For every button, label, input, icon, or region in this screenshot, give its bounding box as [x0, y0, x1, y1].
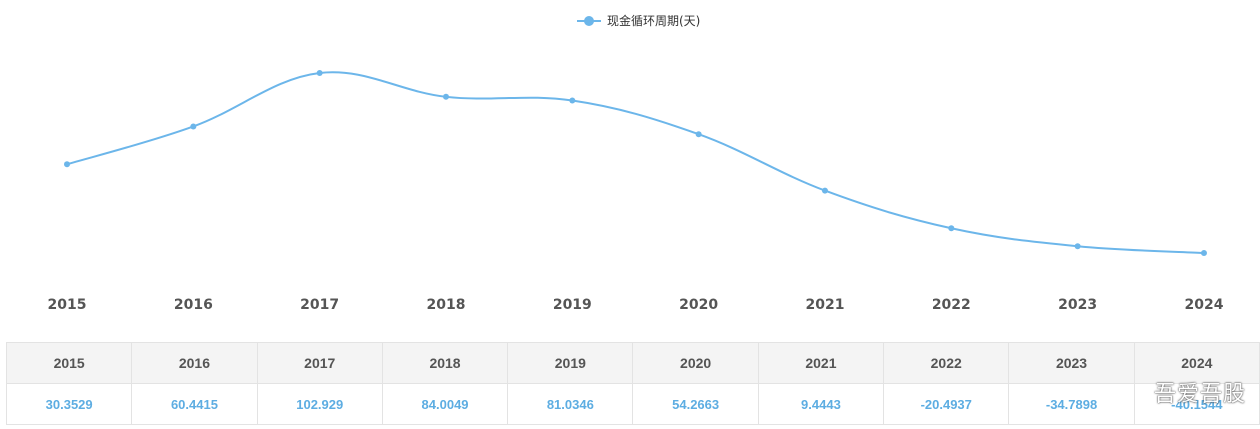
x-tick-label: 2018 — [427, 297, 466, 313]
x-tick-label: 2024 — [1184, 297, 1223, 313]
x-axis-labels: 2015 2016 2017 2018 2019 2020 2021 2022 2023 2024 — [48, 297, 1224, 313]
data-point-2024[interactable] — [1200, 250, 1207, 256]
table-header-cell: 2020 — [632, 342, 759, 384]
table-cell: 84.0049 — [381, 383, 509, 425]
x-tick-label: 2015 — [48, 297, 87, 313]
data-point-2015[interactable] — [64, 161, 70, 168]
table-header-row: 2015 2016 2017 2018 2019 2020 2021 2022 2023 2024 — [5, 342, 1260, 384]
table-header-cell: 2023 — [1008, 342, 1135, 384]
data-points — [64, 70, 1207, 256]
table-header-cell: 2017 — [256, 342, 383, 384]
table-cell: -34.7898 — [1008, 383, 1135, 425]
x-tick-label: 2022 — [932, 297, 971, 313]
table-cell: 9.4443 — [757, 383, 885, 425]
x-tick-label: 2021 — [805, 297, 844, 313]
series-line — [66, 71, 1205, 254]
data-table: 2015 2016 2017 2018 2019 2020 2021 2022 2023 2024… — [5, 342, 1260, 425]
data-point-2023[interactable] — [1074, 243, 1081, 250]
table-header-cell: 2022 — [883, 342, 1010, 384]
table-cell: -20.4937 — [883, 383, 1010, 425]
x-tick-label: 2023 — [1058, 297, 1097, 313]
data-point-2019[interactable] — [569, 97, 576, 104]
table-header-cell: 2019 — [507, 342, 634, 384]
table-header-cell: 2016 — [131, 342, 258, 384]
table-cell: 102.929 — [256, 383, 383, 425]
x-tick-label: 2019 — [553, 297, 592, 313]
data-point-2022[interactable] — [948, 225, 955, 232]
chart-legend[interactable]: 现金循环周期(天) — [577, 13, 700, 28]
x-tick-label: 2016 — [174, 297, 213, 313]
data-point-2020[interactable] — [695, 131, 702, 138]
table-header-cell: 2018 — [381, 342, 509, 384]
table-cell: 60.4415 — [131, 383, 258, 425]
table-row: 30.3529 60.4415 102.929 84.0049 81.0346 54.26… — [5, 383, 1260, 425]
legend-label: 现金循环周期(天) — [607, 13, 700, 28]
table-cell: 30.3529 — [5, 383, 133, 425]
x-tick-label: 2020 — [679, 297, 718, 313]
line-chart: 现金循环周期(天) 2015 2016 2017 2018 2019 2020 2021 20… — [48, 13, 1224, 313]
data-point-2016[interactable] — [190, 123, 197, 130]
x-tick-label: 2017 — [300, 297, 339, 313]
legend-marker-icon — [584, 16, 594, 26]
data-point-2017[interactable] — [316, 70, 323, 76]
table-header-cell: 2021 — [757, 342, 885, 384]
table-cell: 81.0346 — [507, 383, 634, 425]
data-point-2021[interactable] — [821, 187, 828, 194]
table-cell: 54.2663 — [632, 383, 759, 425]
table-header-cell: 2024 — [1133, 342, 1260, 384]
data-point-2018[interactable] — [442, 93, 449, 100]
table-cell: -40.1544 — [1133, 383, 1260, 425]
watermark-logo: 吾爱吾股 — [1153, 382, 1246, 407]
table-header-cell: 2015 — [5, 342, 133, 384]
